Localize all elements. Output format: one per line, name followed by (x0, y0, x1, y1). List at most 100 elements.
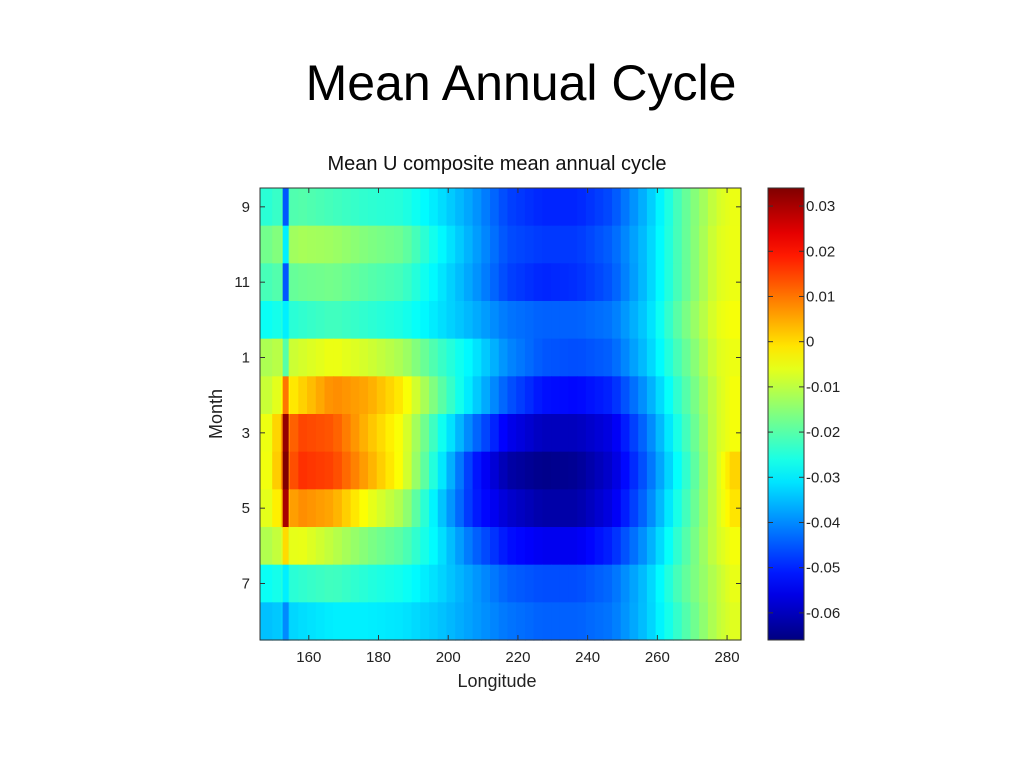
colorbar-tick-label: 0.02 (806, 243, 835, 260)
heatmap-cell (533, 338, 543, 377)
heatmap-cell (490, 564, 500, 603)
heatmap-cell (699, 225, 709, 264)
heatmap-cell (673, 301, 683, 340)
heatmap-cell (455, 489, 465, 528)
heatmap-cell (446, 188, 456, 227)
heatmap-cell (646, 188, 657, 227)
y-tick-label: 5 (242, 500, 250, 517)
heatmap-cell (420, 602, 430, 641)
heatmap-cell (324, 451, 334, 490)
heatmap-cell (402, 414, 413, 453)
y-tick-label: 9 (242, 199, 250, 216)
heatmap-cell (350, 602, 360, 641)
heatmap-cell (307, 376, 317, 415)
heatmap-cell (551, 188, 561, 227)
heatmap-cell (725, 489, 731, 528)
colorbar-tick-label: -0.03 (806, 469, 840, 486)
heatmap-cell (359, 301, 369, 340)
heatmap-cell (699, 338, 709, 377)
heatmap-cell (341, 301, 352, 340)
heatmap-cell (681, 451, 692, 490)
heatmap-cell (333, 338, 343, 377)
heatmap-cell (333, 376, 343, 415)
heatmap-cell (673, 188, 683, 227)
heatmap-cell (646, 263, 657, 302)
heatmap-cell (385, 527, 395, 566)
heatmap-cell (681, 301, 692, 340)
heatmap-cell (603, 225, 613, 264)
heatmap-cell (350, 451, 360, 490)
heatmap-cell (716, 602, 722, 641)
heatmap-cell (394, 489, 404, 528)
heatmap-cell (707, 338, 718, 377)
heatmap-cell (542, 338, 552, 377)
heatmap-cell (620, 263, 631, 302)
heatmap-cell (472, 602, 482, 641)
heatmap-cell (394, 564, 404, 603)
heatmap-cell (620, 527, 631, 566)
heatmap-cell (333, 225, 343, 264)
heatmap-cell (681, 263, 692, 302)
heatmap-cell (498, 263, 509, 302)
x-axis: 160 180 200 220 240 260 280 (296, 188, 740, 666)
heatmap-cell (594, 376, 604, 415)
heatmap-cell (729, 301, 742, 340)
heatmap-cell (394, 414, 404, 453)
heatmap-cell (315, 338, 326, 377)
heatmap-cell (472, 225, 482, 264)
heatmap-cell (559, 489, 570, 528)
heatmap-cell (402, 301, 413, 340)
heatmap-cell (402, 338, 413, 377)
heatmap-cell (402, 527, 413, 566)
heatmap-cell (481, 564, 491, 603)
heatmap-cell (559, 188, 570, 227)
heatmap-cell (260, 451, 273, 490)
heatmap-cell (324, 527, 334, 566)
colorbar-tick-label: 0 (806, 334, 814, 351)
heatmap-cell (298, 338, 308, 377)
heatmap-cell (368, 376, 378, 415)
heatmap-cell (446, 301, 456, 340)
heatmap-cell (585, 451, 596, 490)
heatmap-cell (568, 188, 578, 227)
heatmap-cell (603, 564, 613, 603)
heatmap-cell (455, 564, 465, 603)
heatmap-cell (350, 376, 360, 415)
heatmap-cell (333, 602, 343, 641)
heatmap-cell (594, 527, 604, 566)
heatmap-cell (716, 376, 722, 415)
heatmap-cell (307, 414, 317, 453)
heatmap-cell (385, 376, 395, 415)
heatmap-cell (729, 489, 742, 528)
heatmap-cell (359, 564, 369, 603)
heatmap-cell (376, 602, 387, 641)
heatmap-cell (533, 225, 543, 264)
heatmap-cell (516, 188, 526, 227)
heatmap-cell (559, 301, 570, 340)
heatmap-cell (455, 188, 465, 227)
heatmap-cell (507, 338, 517, 377)
heatmap-cell (533, 564, 543, 603)
heatmap-cell (472, 188, 482, 227)
heatmap-cell (376, 188, 387, 227)
heatmap-cell (603, 376, 613, 415)
heatmap-cell (720, 376, 726, 415)
heatmap-cell (272, 376, 282, 415)
heatmap-cell (420, 376, 430, 415)
heatmap-cell (673, 263, 683, 302)
heatmap-cell (568, 414, 578, 453)
heatmap-cell (368, 301, 378, 340)
heatmap-cell (498, 489, 509, 528)
heatmap-cell (516, 564, 526, 603)
heatmap-cell (725, 225, 731, 264)
heatmap-cell (429, 527, 439, 566)
heatmap-cell (646, 564, 657, 603)
heatmap-cell (720, 414, 726, 453)
heatmap-cell (729, 564, 742, 603)
heatmap-cell (594, 414, 604, 453)
heatmap-cell (720, 263, 726, 302)
heatmap-cell (394, 188, 404, 227)
heatmap-cell (646, 451, 657, 490)
heatmap-cell (394, 451, 404, 490)
heatmap-cell (699, 188, 709, 227)
